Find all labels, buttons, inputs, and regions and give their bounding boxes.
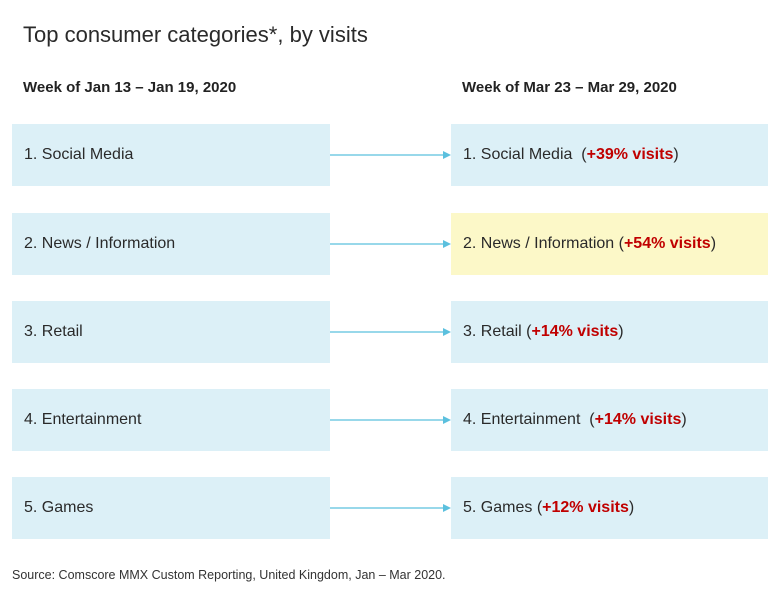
- paren-close: ): [681, 411, 687, 428]
- paren-open: (: [581, 146, 587, 163]
- source-footnote: Source: Comscore MMX Custom Reporting, U…: [12, 568, 446, 582]
- right-box-retail: 3. Retail (+14% visits): [451, 301, 768, 363]
- paren-open: (: [526, 323, 532, 340]
- left-box-news-information: 2. News / Information: [12, 213, 330, 275]
- visits-delta: +39% visits: [586, 146, 674, 163]
- right-label: 4. Entertainment: [463, 411, 581, 428]
- visits-delta: +12% visits: [542, 499, 629, 516]
- left-box-games: 5. Games: [12, 477, 330, 539]
- left-label: 2. News / Information: [24, 235, 176, 252]
- left-label: 3. Retail: [24, 323, 83, 340]
- left-column-header: Week of Jan 13 – Jan 19, 2020: [23, 79, 237, 96]
- right-label: 5. Games: [463, 499, 533, 516]
- paren-open: (: [536, 499, 543, 516]
- paren-close: ): [673, 146, 679, 163]
- arrow-connector: [330, 151, 451, 159]
- paren-close: ): [618, 323, 624, 340]
- arrow-connector: [330, 416, 451, 424]
- right-box-entertainment: 4. Entertainment (+14% visits): [451, 389, 768, 451]
- right-box-news-information: 2. News / Information (+54% visits): [451, 213, 768, 275]
- right-label: 3. Retail: [463, 323, 522, 340]
- right-box-social-media: 1. Social Media (+39% visits): [451, 124, 768, 186]
- right-label: 2. News / Information: [463, 235, 615, 252]
- paren-open: (: [618, 235, 624, 252]
- paren-close: ): [710, 235, 717, 252]
- visits-delta: +14% visits: [594, 411, 682, 428]
- left-box-retail: 3. Retail: [12, 301, 330, 363]
- arrow-connector: [330, 504, 451, 512]
- visits-delta: +54% visits: [623, 235, 711, 252]
- left-label: 4. Entertainment: [24, 411, 142, 428]
- left-label: 5. Games: [24, 499, 94, 516]
- right-box-games: 5. Games (+12% visits): [451, 477, 768, 539]
- visits-delta: +14% visits: [531, 323, 619, 340]
- paren-open: (: [589, 411, 595, 428]
- left-label: 1. Social Media: [24, 146, 134, 163]
- right-label: 1. Social Media: [463, 146, 573, 163]
- left-box-social-media: 1. Social Media: [12, 124, 330, 186]
- paren-close: ): [628, 499, 635, 516]
- arrow-connector: [330, 328, 451, 336]
- page-title: Top consumer categories*, by visits: [23, 22, 368, 47]
- right-column-header: Week of Mar 23 – Mar 29, 2020: [462, 79, 677, 96]
- left-box-entertainment: 4. Entertainment: [12, 389, 330, 451]
- arrow-connector: [330, 240, 451, 248]
